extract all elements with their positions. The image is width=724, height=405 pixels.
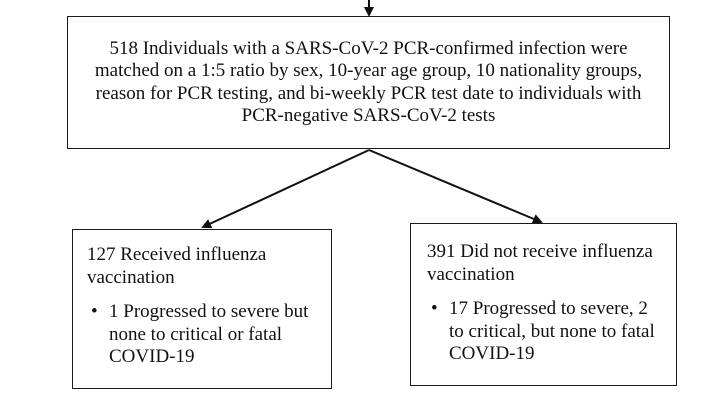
vaccinated-outcome-text: 1 Progressed to severe but none to criti… <box>109 301 309 367</box>
vaccinated-outcomes: • 1 Progressed to severe but none to cri… <box>87 301 317 369</box>
unvaccinated-heading: 391 Did not receive influenza vaccinatio… <box>427 241 653 285</box>
matched-individuals-box: 518 Individuals with a SARS-CoV-2 PCR-co… <box>67 16 670 149</box>
bullet-icon: • <box>431 298 438 319</box>
unvaccinated-outcome-text: 17 Progressed to severe, 2 to critical, … <box>449 298 655 364</box>
unvaccinated-outcomes: • 17 Progressed to severe, 2 to critical… <box>427 298 660 366</box>
unvaccinated-box: 391 Did not receive influenza vaccinatio… <box>410 223 677 386</box>
unvaccinated-outcome-item: • 17 Progressed to severe, 2 to critical… <box>427 298 660 366</box>
arrow-to-left-box <box>201 149 370 229</box>
vaccinated-outcome-item: • 1 Progressed to severe but none to cri… <box>87 301 317 369</box>
vaccinated-heading: 127 Received influenza vaccination <box>87 244 267 288</box>
bullet-icon: • <box>91 301 98 322</box>
arrow-to-right-box <box>368 149 543 224</box>
matched-individuals-text: 518 Individuals with a SARS-CoV-2 PCR-co… <box>94 37 643 127</box>
vaccinated-box: 127 Received influenza vaccination • 1 P… <box>72 229 332 389</box>
